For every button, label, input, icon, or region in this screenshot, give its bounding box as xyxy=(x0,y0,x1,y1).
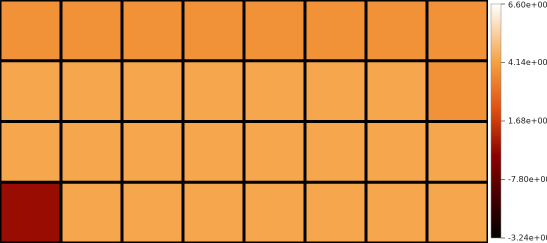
cell xyxy=(62,123,121,181)
colorbar-tick-label: 4.14e+001 xyxy=(508,58,547,67)
colorbar xyxy=(490,3,502,239)
cell xyxy=(245,1,304,60)
cell xyxy=(428,123,487,181)
cell xyxy=(62,62,121,120)
cell xyxy=(428,183,487,242)
cell xyxy=(245,62,304,120)
cell xyxy=(428,1,487,60)
cell xyxy=(428,62,487,120)
cell xyxy=(367,123,426,181)
cell xyxy=(1,1,60,60)
cell xyxy=(123,1,182,60)
cell xyxy=(184,123,243,181)
cell xyxy=(1,123,60,181)
cell xyxy=(184,62,243,120)
cell xyxy=(306,183,365,242)
cell xyxy=(123,123,182,181)
colorbar-tick-label: 6.60e+001 xyxy=(508,1,547,10)
cell xyxy=(184,1,243,60)
colorbar-tick-label: 1.68e+001 xyxy=(508,117,547,126)
cell xyxy=(245,123,304,181)
cell xyxy=(306,1,365,60)
cell xyxy=(1,62,60,120)
cell xyxy=(367,183,426,242)
cell xyxy=(306,62,365,120)
cell xyxy=(1,183,60,242)
cell xyxy=(123,62,182,120)
cell xyxy=(123,183,182,242)
cell xyxy=(245,183,304,242)
cell xyxy=(62,183,121,242)
cell xyxy=(367,62,426,120)
cell xyxy=(367,1,426,60)
colorbar-tick-label: -7.80e+000 xyxy=(508,175,547,184)
cell xyxy=(184,183,243,242)
cell xyxy=(62,1,121,60)
cell xyxy=(306,123,365,181)
colorbar-tick-label: -3.24e+001 xyxy=(508,234,547,243)
